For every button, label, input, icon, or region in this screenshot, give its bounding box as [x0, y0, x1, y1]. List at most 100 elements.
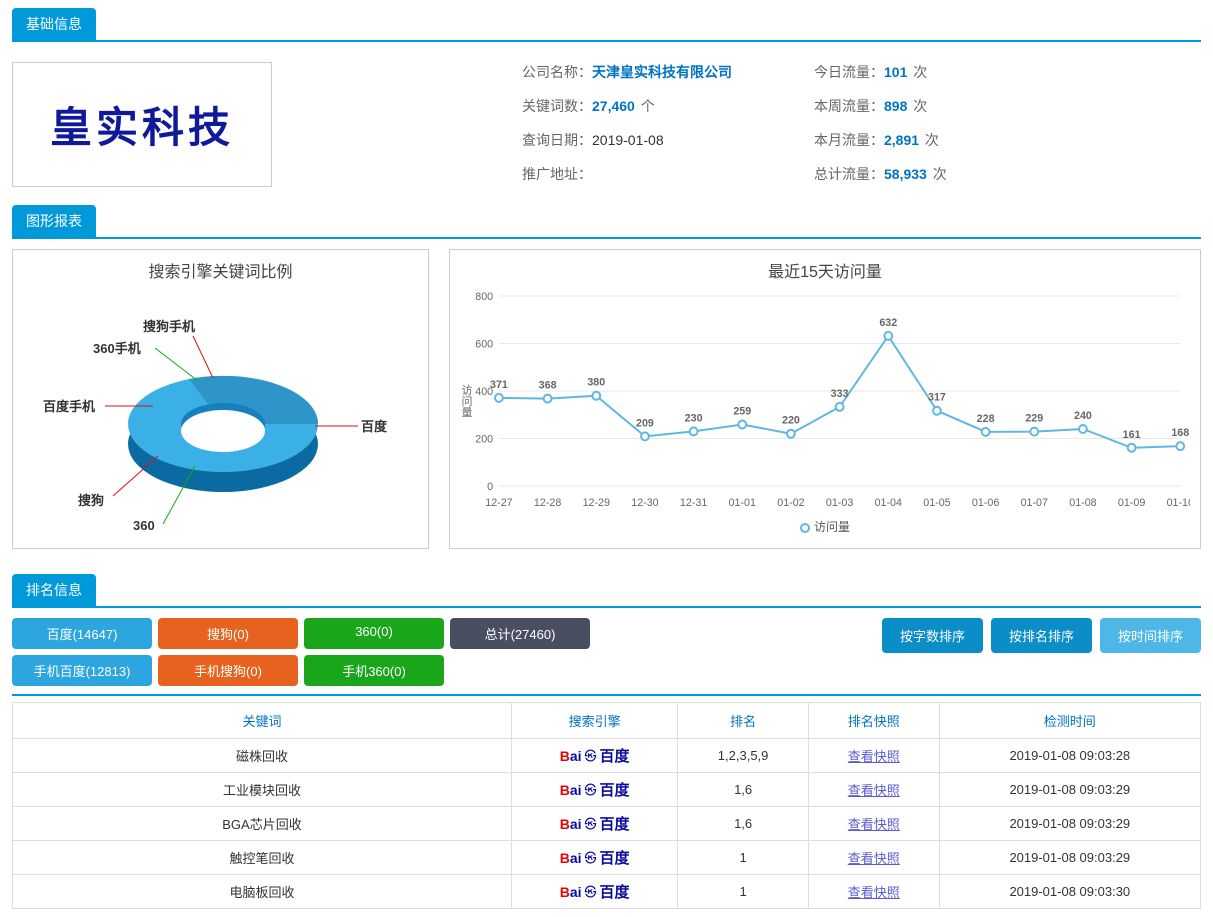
- svg-text:01-04: 01-04: [875, 497, 902, 509]
- info-label: 本月流量：: [814, 132, 884, 148]
- table-row: BGA芯片回收 Bai㉿百度 1,6 查看快照 2019-01-08 09:03:29: [13, 807, 1201, 841]
- cell-rank: 1,6: [678, 807, 809, 841]
- cell-rank: 1: [678, 875, 809, 909]
- svg-text:12-28: 12-28: [534, 497, 561, 509]
- cell-snapshot: 查看快照: [808, 807, 939, 841]
- donut-title: 搜索引擎关键词比例: [13, 250, 428, 286]
- table-header-row: 关键词搜索引擎排名排名快照检测时间: [13, 703, 1201, 739]
- cell-keyword: BGA芯片回收: [13, 807, 512, 841]
- info-label: 推广地址：: [522, 166, 592, 182]
- svg-text:12-31: 12-31: [680, 497, 707, 509]
- info-row: 推广地址：: [522, 164, 734, 184]
- legend-marker-icon: [800, 523, 810, 533]
- line-chart: 访问量 020040060080012-2712-2812-2912-3012-…: [460, 286, 1190, 516]
- svg-text:12-30: 12-30: [631, 497, 658, 509]
- svg-text:228: 228: [977, 413, 995, 425]
- cell-snapshot: 查看快照: [808, 841, 939, 875]
- svg-text:01-03: 01-03: [826, 497, 853, 509]
- svg-text:0: 0: [487, 481, 493, 493]
- svg-text:200: 200: [475, 433, 493, 445]
- pill-row-2: 手机百度(12813)手机搜狗(0)手机360(0): [12, 655, 590, 686]
- svg-text:259: 259: [733, 405, 751, 417]
- donut-chart-panel: 搜索引擎关键词比例 搜狗手机 360手机 百度手机 搜狗 360: [12, 249, 429, 549]
- cell-time: 2019-01-08 09:03:29: [939, 807, 1200, 841]
- filter-pill[interactable]: 总计(27460): [450, 618, 590, 649]
- svg-text:01-06: 01-06: [972, 497, 999, 509]
- snapshot-link[interactable]: 查看快照: [848, 851, 900, 866]
- section-title-base: 基础信息: [12, 8, 96, 40]
- cell-snapshot: 查看快照: [808, 773, 939, 807]
- sort-button[interactable]: 按时间排序: [1100, 618, 1201, 653]
- baidu-logo-icon: Bai㉿百度: [560, 813, 630, 834]
- table-header: 关键词: [13, 703, 512, 739]
- table-row: 电脑板回收Bai㉿百度1查看快照2019-01-08 09:03:30: [13, 875, 1201, 909]
- table-row: 磁株回收Bai㉿百度1,2,3,5,9查看快照2019-01-08 09:03:…: [13, 739, 1201, 773]
- donut-label: 搜狗: [78, 490, 104, 509]
- info-unit: 次: [921, 132, 939, 148]
- baidu-logo-icon: Bai㉿百度: [560, 745, 630, 766]
- svg-text:01-05: 01-05: [923, 497, 950, 509]
- filter-pill[interactable]: 360(0): [304, 618, 444, 649]
- info-label: 本周流量：: [814, 98, 884, 114]
- svg-text:229: 229: [1025, 412, 1043, 424]
- rank-controls: 百度(14647)搜狗(0)360(0)总计(27460) 手机百度(12813…: [12, 618, 1201, 686]
- section-title-charts: 图形报表: [12, 205, 96, 237]
- svg-text:230: 230: [685, 412, 703, 424]
- line-legend: 访问量: [450, 518, 1200, 535]
- sort-button[interactable]: 按排名排序: [991, 618, 1092, 653]
- svg-text:01-08: 01-08: [1069, 497, 1096, 509]
- pill-row-1: 百度(14647)搜狗(0)360(0)总计(27460): [12, 618, 590, 649]
- cell-snapshot: 查看快照: [808, 875, 939, 909]
- cell-engine: Bai㉿百度: [511, 807, 677, 841]
- cell-time: 2019-01-08 09:03:30: [939, 875, 1200, 909]
- filter-pill[interactable]: 百度(14647): [12, 618, 152, 649]
- snapshot-link[interactable]: 查看快照: [848, 749, 900, 764]
- info-col-right: 今日流量：101 次本周流量：898 次本月流量：2,891 次总计流量：58,…: [814, 62, 947, 187]
- donut-label: 360: [133, 518, 155, 533]
- info-row: 关键词数：27,460 个: [522, 96, 734, 116]
- filter-pill[interactable]: 搜狗(0): [158, 618, 298, 649]
- cell-engine: Bai㉿百度: [511, 841, 677, 875]
- cell-time: 2019-01-08 09:03:29: [939, 773, 1200, 807]
- baidu-logo-icon: Bai㉿百度: [560, 881, 630, 902]
- donut-label: 百度: [361, 416, 387, 435]
- filter-pill[interactable]: 手机百度(12813): [12, 655, 152, 686]
- rank-table: 关键词搜索引擎排名排名快照检测时间 磁株回收Bai㉿百度1,2,3,5,9查看快…: [12, 702, 1201, 909]
- table-header: 排名快照: [808, 703, 939, 739]
- snapshot-link[interactable]: 查看快照: [848, 817, 900, 832]
- info-row: 查询日期：2019-01-08: [522, 130, 734, 150]
- svg-text:380: 380: [587, 377, 605, 389]
- baidu-logo-icon: Bai㉿百度: [560, 847, 630, 868]
- info-col-left: 公司名称：天津皇实科技有限公司关键词数：27,460 个查询日期：2019-01…: [522, 62, 734, 187]
- donut-label: 360手机: [93, 338, 141, 357]
- svg-text:600: 600: [475, 338, 493, 350]
- svg-text:368: 368: [539, 379, 557, 391]
- table-header: 搜索引擎: [511, 703, 677, 739]
- svg-text:168: 168: [1171, 427, 1189, 439]
- sort-button[interactable]: 按字数排序: [882, 618, 983, 653]
- cell-keyword: 工业模块回收: [13, 773, 512, 807]
- svg-text:632: 632: [879, 317, 897, 329]
- filter-pill[interactable]: 手机搜狗(0): [158, 655, 298, 686]
- info-unit: 次: [909, 98, 927, 114]
- info-row: 本月流量：2,891 次: [814, 130, 947, 150]
- info-unit: 次: [909, 64, 927, 80]
- donut-label: 搜狗手机: [143, 316, 195, 335]
- cell-time: 2019-01-08 09:03:28: [939, 739, 1200, 773]
- table-row: 触控笔回收Bai㉿百度1查看快照2019-01-08 09:03:29: [13, 841, 1201, 875]
- info-value: 2,891: [884, 132, 919, 148]
- snapshot-link[interactable]: 查看快照: [848, 885, 900, 900]
- divider: [12, 237, 1201, 239]
- info-row: 总计流量：58,933 次: [814, 164, 947, 184]
- cell-rank: 1,6: [678, 773, 809, 807]
- filter-pill[interactable]: 手机360(0): [304, 655, 444, 686]
- table-header: 排名: [678, 703, 809, 739]
- cell-time: 2019-01-08 09:03:29: [939, 841, 1200, 875]
- info-value: 2019-01-08: [592, 132, 664, 148]
- donut-chart: 搜狗手机 360手机 百度手机 搜狗 360 百度: [13, 286, 428, 536]
- sort-button-group: 按字数排序按排名排序按时间排序: [882, 618, 1201, 653]
- info-value: 27,460: [592, 98, 635, 114]
- info-value: 58,933: [884, 166, 927, 182]
- info-columns: 公司名称：天津皇实科技有限公司关键词数：27,460 个查询日期：2019-01…: [522, 62, 1201, 187]
- snapshot-link[interactable]: 查看快照: [848, 783, 900, 798]
